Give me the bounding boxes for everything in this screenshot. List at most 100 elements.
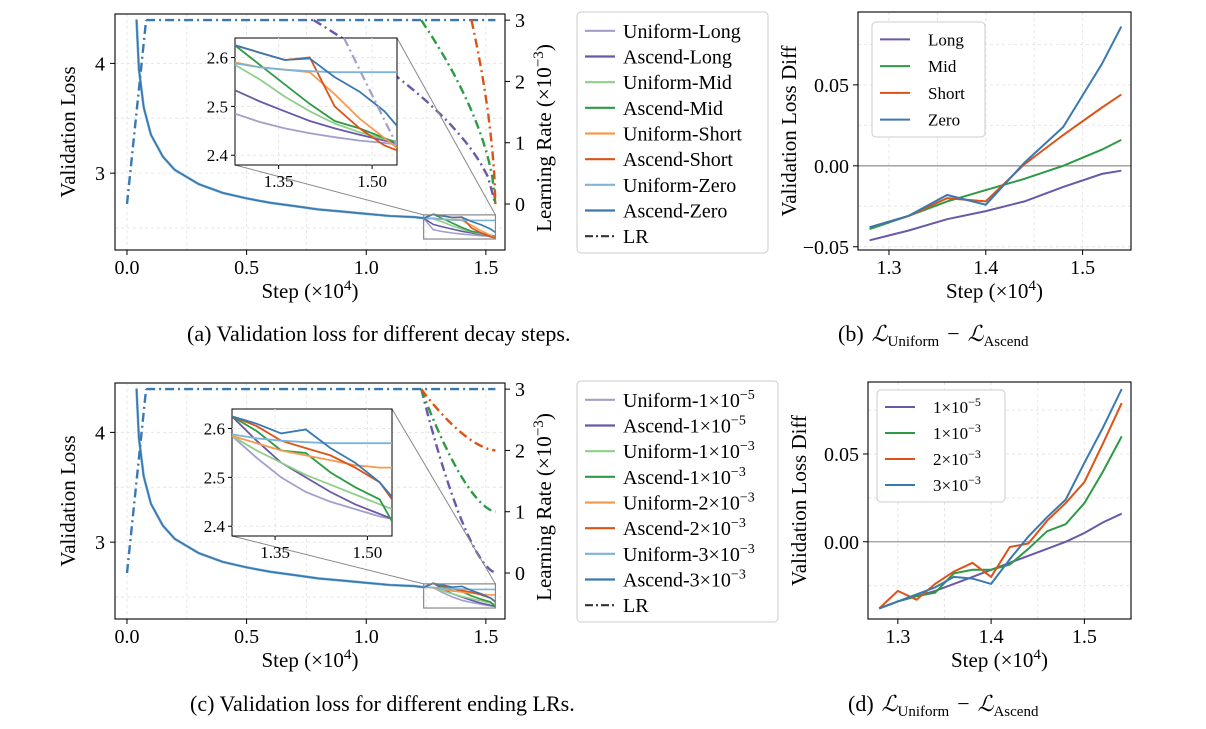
legend-label: 3×10−3 — [933, 473, 981, 495]
y-tick-label: 0.05 — [824, 444, 859, 466]
x-tick-label: 1.3 — [876, 257, 901, 279]
lr-decay-Long — [312, 19, 497, 205]
diff-series-0 — [869, 169, 1122, 242]
lr-warmup — [125, 388, 148, 574]
x-axis-label: Step (×104) — [262, 647, 359, 672]
diff-series-2 — [878, 402, 1123, 610]
inset-a: 1.35 1.50 2.4 2.5 2.6 — [207, 37, 398, 191]
legend-a: Uniform-Long Ascend-Long Uniform-Mid Ascend… — [576, 11, 769, 254]
inset-x-tick-label: 1.50 — [357, 172, 387, 191]
y-tick-label: 3 — [95, 532, 105, 554]
legend-label: Ascend-2×10−3 — [623, 516, 746, 540]
legend-label: LR — [623, 595, 649, 617]
inset-x-tick-label: 1.35 — [260, 543, 290, 562]
y2-tick-label: 3 — [515, 379, 525, 401]
legend-frame — [576, 11, 769, 254]
caption-a: (a) Validation loss for different decay … — [187, 321, 570, 346]
y-axis-label: Validation Loss Diff — [787, 415, 811, 586]
legend-label: 1×10−3 — [933, 421, 981, 443]
inset-y-tick-label: 2.5 — [207, 97, 228, 116]
legend-label: Ascend-1×10−5 — [623, 414, 746, 438]
x-tick-label: 1.0 — [354, 626, 379, 648]
legend-label: Ascend-1×10−3 — [623, 465, 746, 489]
legend-b: Long Mid Short Zero — [871, 21, 986, 138]
lr-decay-Short — [470, 19, 497, 205]
x-tick-label: 1.5 — [473, 257, 498, 279]
y2-tick-label: 0 — [515, 563, 525, 585]
legend-label: Short — [928, 84, 965, 103]
legend-label: Uniform-3×10−3 — [623, 542, 755, 566]
inset-series-Uniform-Zero — [235, 62, 397, 74]
inset-series-Ascend-Long — [235, 89, 397, 144]
inset-lines — [235, 38, 397, 152]
legend-label: Uniform-Mid — [623, 72, 732, 94]
inset-series-Uniform-2e-3 — [232, 435, 392, 469]
x-tick-label: 1.4 — [979, 626, 1004, 648]
x-tick-label: 0.0 — [114, 626, 139, 648]
y2-tick-label: 2 — [515, 440, 525, 462]
legend-frame — [871, 21, 986, 138]
loss-tail-Uniform-Zero — [423, 217, 496, 222]
caption-c: (c) Validation loss for different ending… — [190, 691, 575, 716]
legend-label: Uniform-2×10−3 — [623, 491, 755, 515]
x-tick-label: 1.3 — [885, 626, 910, 648]
legend-label: Uniform-1×10−5 — [623, 388, 755, 412]
inset-y-tick-label: 2.4 — [204, 517, 226, 536]
legend-label: 2×10−3 — [933, 447, 981, 469]
y-tick-label: 0.00 — [814, 156, 849, 178]
y2-tick-label: 1 — [515, 502, 525, 524]
plot-frame — [867, 381, 1132, 620]
inset-y-tick-label: 2.5 — [204, 468, 225, 487]
lr-decay-1e-3 — [420, 388, 496, 513]
inset-y-tick-label: 2.4 — [207, 146, 229, 165]
y2-axis-label: Learning Rate (×10−3) — [531, 44, 556, 232]
legend-label: Uniform-Short — [623, 124, 742, 146]
legend-label: Long — [928, 30, 964, 49]
inset-series-Ascend-3e-3 — [232, 415, 392, 498]
inset-lines — [232, 415, 392, 522]
y-tick-label: 4 — [95, 53, 105, 75]
legend-label: Ascend-Short — [623, 149, 733, 171]
panel-a: 0.0 0.5 1.0 1.5 3 4 0 1 2 3 Step (×104) Validation … — [56, 10, 769, 303]
inset-frame — [231, 408, 393, 537]
zoom-connector — [234, 164, 424, 216]
zoom-connector — [391, 408, 496, 585]
zoom-region — [423, 214, 497, 240]
y-tick-label: 3 — [95, 163, 105, 185]
inset-x-tick-label: 1.50 — [353, 543, 383, 562]
y-tick-label: 0.05 — [814, 75, 849, 97]
lr-warmup — [125, 19, 148, 205]
lr-decay-Mid — [420, 19, 497, 205]
legend-c: Uniform-1×10−5Ascend-1×10−5Uniform-1×10−… — [576, 380, 779, 623]
y2-axis-label: Learning Rate (×10−3) — [531, 413, 556, 601]
x-tick-label: 1.4 — [973, 257, 998, 279]
svg-text:(b)ℒUniform−ℒAscend: (b) ℒUniform − ℒAscend — [838, 321, 1029, 350]
x-tick-label: 1.5 — [473, 626, 498, 648]
legend-label: Uniform-Zero — [623, 175, 736, 197]
inset-y-tick-label: 2.6 — [204, 420, 225, 439]
caption-d: (d) ℒUniform − ℒAscend — [848, 691, 1039, 720]
y-tick-label: 0.00 — [824, 532, 859, 554]
legend-label: Mid — [928, 57, 957, 76]
inset-c: 1.35 1.50 2.4 2.5 2.6 — [204, 408, 393, 562]
svg-text:(d)ℒUniform−ℒAscend: (d) ℒUniform − ℒAscend — [848, 691, 1039, 720]
y-axis-label: Validation Loss Diff — [777, 45, 801, 216]
panel-d: 1.3 1.4 1.5 0.05 0.00 Step (×104) Validation L… — [787, 381, 1132, 672]
y-tick-label: 4 — [95, 422, 105, 444]
inset-series-Uniform-3e-3 — [232, 433, 392, 445]
y2-tick-label: 2 — [515, 71, 525, 93]
y2-tick-label: 3 — [515, 10, 525, 32]
loss-curve-ascend — [135, 19, 424, 219]
y-tick-label: −0.05 — [803, 237, 849, 259]
inset-series-Uniform-1e-5 — [232, 435, 392, 520]
legend-label: 1×10−5 — [933, 395, 981, 417]
lr-decay-2e-3 — [420, 388, 496, 452]
zoom-connector — [396, 37, 496, 216]
plot-frame — [857, 11, 1132, 251]
inset-lr-line — [343, 38, 397, 146]
x-axis-label: Step (×104) — [262, 278, 359, 303]
inset-series-Uniform-Mid — [235, 64, 397, 143]
legend-frame — [876, 389, 1006, 503]
x-tick-label: 0.5 — [234, 626, 259, 648]
